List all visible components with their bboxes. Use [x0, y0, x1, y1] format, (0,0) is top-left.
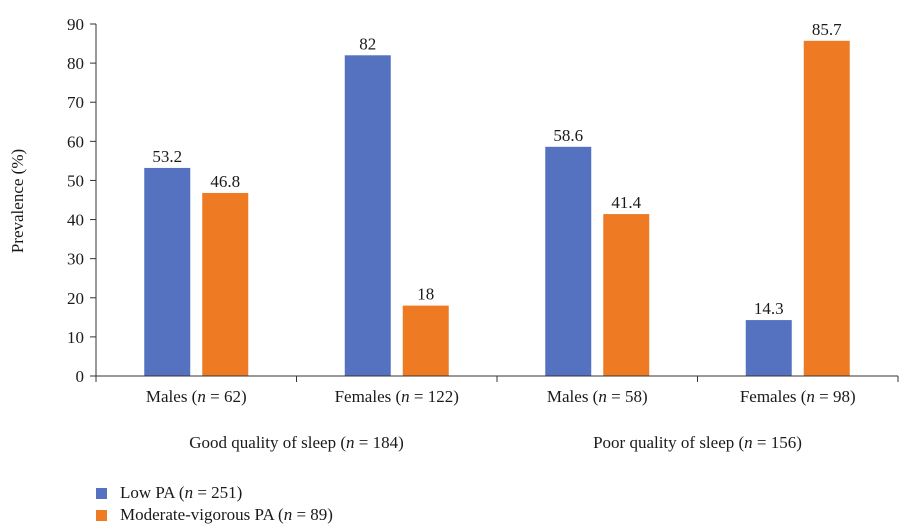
bar-value-label: 82 — [359, 34, 376, 53]
bar-low-pa — [745, 320, 792, 376]
x-group-label: Poor quality of sleep (n = 156) — [593, 433, 802, 452]
y-tick-label: 0 — [76, 367, 85, 386]
bar-value-label: 14.3 — [754, 299, 784, 318]
bar-labels: 53.2 46.8 82 18 58.6 41.4 14.3 85.7 — [152, 20, 842, 318]
y-tick-label: 20 — [67, 289, 84, 308]
bar-value-label: 53.2 — [152, 147, 182, 166]
y-tick-label: 90 — [67, 15, 84, 34]
bar-moderate-vigorous-pa — [402, 305, 449, 376]
legend: Low PA (n = 251) Moderate-vigorous PA (n… — [96, 482, 333, 526]
legend-item-low-pa: Low PA (n = 251) — [96, 482, 333, 504]
bar-low-pa — [144, 167, 191, 376]
legend-swatch-low-pa — [96, 487, 107, 499]
y-tick-label: 30 — [67, 250, 84, 269]
y-tick-label: 10 — [67, 328, 84, 347]
bar-value-label: 58.6 — [553, 126, 583, 145]
bar-value-label: 18 — [417, 285, 434, 304]
x-category-label: Males (n = 62) — [146, 387, 247, 406]
legend-item-moderate-vigorous-pa: Moderate-vigorous PA (n = 89) — [96, 504, 333, 526]
y-axis: 0 10 20 30 40 50 60 70 80 90 — [67, 15, 97, 386]
bar-moderate-vigorous-pa — [803, 40, 850, 376]
y-tick-label: 50 — [67, 171, 84, 190]
x-axis: Males (n = 62) Females (n = 122) Males (n … — [95, 375, 899, 452]
x-category-label: Females (n = 122) — [335, 387, 459, 406]
y-tick-label: 60 — [67, 132, 84, 151]
legend-label-low-pa: Low PA (n = 251) — [120, 483, 243, 502]
y-tick-label: 70 — [67, 93, 84, 112]
y-axis-title: Prevalence (%) — [8, 149, 27, 253]
x-group-label: Good quality of sleep (n = 184) — [189, 433, 404, 452]
bar-moderate-vigorous-pa — [603, 214, 650, 376]
bar-low-pa — [545, 146, 592, 376]
y-tick-label: 40 — [67, 211, 84, 230]
y-tick-label: 80 — [67, 54, 84, 73]
x-category-label: Females (n = 98) — [740, 387, 856, 406]
legend-label-moderate-vigorous-pa: Moderate-vigorous PA (n = 89) — [120, 505, 333, 524]
x-category-label: Males (n = 58) — [547, 387, 648, 406]
bar-moderate-vigorous-pa — [202, 192, 249, 376]
bar-value-label: 41.4 — [611, 193, 641, 212]
bars — [144, 40, 850, 377]
bar-value-label: 46.8 — [210, 172, 240, 191]
bar-low-pa — [344, 55, 391, 377]
bar-value-label: 85.7 — [812, 20, 842, 39]
bar-chart: 0 10 20 30 40 50 60 70 80 90 53.2 46.8 82 18 58.6 41.4… — [8, 15, 899, 452]
legend-swatch-moderate-vigorous-pa — [96, 509, 107, 521]
